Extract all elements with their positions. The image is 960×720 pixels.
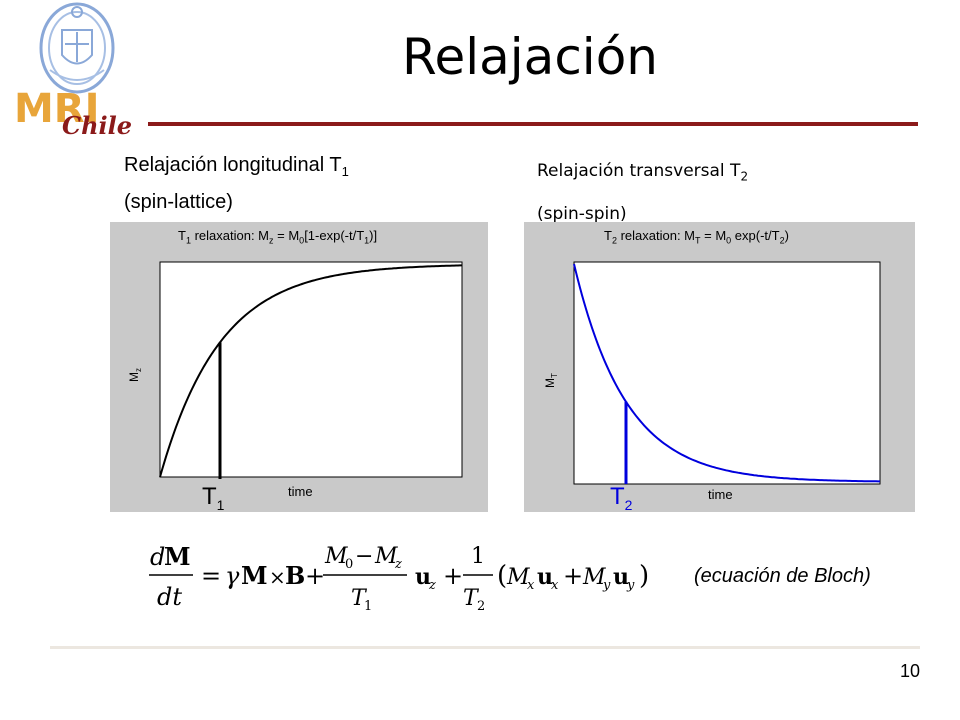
left-heading-line1: Relajación longitudinal T <box>124 154 342 176</box>
t2-plot-area <box>573 261 881 485</box>
svg-text:z: z <box>428 578 436 593</box>
svg-text:M: M <box>241 561 268 590</box>
svg-text:y: y <box>626 578 635 593</box>
svg-text:d: d <box>150 543 165 571</box>
logo-mri-text: MRI <box>14 86 100 132</box>
bloch-equation: d M dt = γ M × B + M 0 − M z T 1 u z + 1… <box>145 535 695 620</box>
t2-relaxation-plot: T2 relaxation: MT = M0 exp(-t/T2) MT tim… <box>524 222 915 512</box>
t2-curve <box>573 263 880 483</box>
logo-chile-text: Chile <box>62 111 132 140</box>
title-divider <box>148 122 918 126</box>
svg-text:×: × <box>269 565 286 589</box>
t2-ylabel: MT <box>543 373 559 388</box>
left-heading-sub: 1 <box>341 164 349 179</box>
svg-text:1: 1 <box>471 544 485 569</box>
svg-text:T: T <box>463 586 480 611</box>
svg-text:): ) <box>639 561 649 591</box>
svg-text:u: u <box>613 564 629 590</box>
right-heading-line1: Relajación transversal T <box>537 161 741 181</box>
t2-xlabel: time <box>708 487 733 502</box>
t2-marker-label: T2 <box>610 483 633 512</box>
svg-text:u: u <box>415 564 431 590</box>
svg-text:dt: dt <box>157 583 182 611</box>
svg-text:M: M <box>164 542 191 571</box>
svg-text:+: + <box>563 562 583 590</box>
slide-title: Relajación <box>402 28 658 86</box>
right-heading-line2: (spin-spin) <box>537 204 627 225</box>
t1-marker-label: T1 <box>202 483 225 512</box>
t1-plot-title: T1 relaxation: Mz = M0[1-exp(-t/T1)] <box>178 228 378 246</box>
svg-text:γ: γ <box>225 562 240 590</box>
svg-text:M: M <box>324 544 348 569</box>
left-heading: Relajación longitudinal T1 (spin-lattice… <box>124 150 349 217</box>
t2-plot-title: T2 relaxation: MT = M0 exp(-t/T2) <box>604 228 789 246</box>
footer-divider <box>50 646 920 649</box>
t1-plot-area <box>159 261 463 478</box>
svg-text:M: M <box>506 565 530 590</box>
svg-text:=: = <box>201 562 221 590</box>
svg-text:T: T <box>351 586 368 611</box>
svg-text:B: B <box>285 561 305 590</box>
right-heading-sub: 2 <box>740 169 749 184</box>
bloch-caption: (ecuación de Bloch) <box>694 565 871 587</box>
svg-text:M: M <box>582 565 606 590</box>
logo-graphic: MRI Chile <box>14 2 132 140</box>
university-seal-icon <box>39 2 115 94</box>
svg-text:+: + <box>443 562 463 590</box>
svg-text:(: ( <box>497 561 507 591</box>
t2-plot-svg: MT time T2 <box>543 261 881 512</box>
svg-text:0: 0 <box>345 557 353 572</box>
svg-text:x: x <box>551 578 559 593</box>
svg-text:x: x <box>527 578 535 593</box>
t1-relaxation-plot: T1 relaxation: Mz = M0[1-exp(-t/T1)] Mz … <box>110 222 488 512</box>
svg-text:z: z <box>394 557 402 572</box>
t1-plot-svg: Mz time T1 <box>127 261 463 512</box>
svg-text:−: − <box>355 544 373 569</box>
t1-curve <box>159 264 462 478</box>
svg-text:u: u <box>537 564 553 590</box>
svg-text:1: 1 <box>364 599 372 614</box>
left-heading-line2: (spin-lattice) <box>124 191 233 213</box>
right-heading: Relajación transversal T2 (spin-spin) <box>537 152 748 233</box>
svg-text:y: y <box>602 578 611 593</box>
svg-text:+: + <box>305 562 325 590</box>
mri-chile-logo: MRI Chile <box>10 0 145 140</box>
page-number: 10 <box>899 661 920 681</box>
svg-text:M: M <box>374 544 398 569</box>
t1-ylabel: Mz <box>127 368 143 382</box>
svg-text:2: 2 <box>477 599 485 614</box>
t1-xlabel: time <box>288 484 313 499</box>
